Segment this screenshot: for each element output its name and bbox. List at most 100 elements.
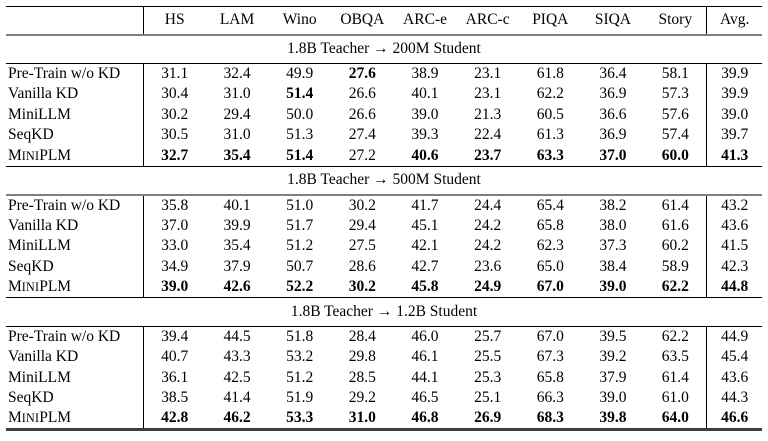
smallcaps-letter: N bbox=[26, 148, 35, 163]
table-row: Vanilla KD 30.4 31.0 51.4 26.6 40.1 23.1 62.2 36… bbox=[6, 84, 762, 105]
section-title-row: 1.8B Teacher → 500M Student bbox=[6, 166, 762, 195]
metric-value-cell: 28.6 bbox=[348, 257, 376, 275]
metric-value-cell: 68.3 bbox=[536, 409, 564, 426]
metric-value-cell: 39.5 bbox=[599, 328, 627, 345]
metric-value-cell: 39.0 bbox=[599, 278, 627, 295]
metric-value-cell: 66.3 bbox=[536, 389, 564, 407]
column-header: Story bbox=[658, 11, 693, 29]
column-header: Wino bbox=[282, 11, 317, 29]
metric-value-cell: 51.2 bbox=[286, 237, 314, 255]
metric-value-cell: 65.0 bbox=[536, 257, 564, 275]
metric-value-cell: 61.4 bbox=[661, 368, 689, 386]
metric-value-cell: 35.8 bbox=[142, 195, 206, 216]
header-empty-label-cell bbox=[6, 7, 143, 35]
metric-value-cell: 39.7 bbox=[706, 125, 762, 146]
smallcaps-letter: I bbox=[34, 280, 40, 294]
metric-value-cell: 58.9 bbox=[661, 257, 689, 275]
metric-value-cell: 38.2 bbox=[599, 196, 627, 214]
metric-value-cell: 36.9 bbox=[599, 85, 627, 103]
metric-value-cell: 36.6 bbox=[599, 105, 627, 123]
method-label: Pre-Train w/o KD bbox=[8, 196, 121, 214]
metric-value-cell: 46.5 bbox=[411, 389, 439, 407]
metric-value-cell: 26.6 bbox=[348, 85, 376, 103]
metric-value-cell: 46.1 bbox=[411, 348, 439, 366]
metric-value-cell: 46.2 bbox=[223, 409, 251, 426]
metric-value-cell: 23.6 bbox=[474, 257, 502, 275]
metric-value-cell: 57.3 bbox=[661, 85, 689, 103]
method-label: MINIPLM bbox=[8, 278, 72, 295]
smallcaps-letter: I bbox=[34, 411, 40, 425]
metric-value-cell: 50.7 bbox=[286, 257, 314, 275]
metric-value-cell: 42.1 bbox=[411, 237, 439, 255]
metric-value-cell: 51.7 bbox=[286, 216, 314, 234]
metric-value-cell: 32.4 bbox=[223, 65, 251, 82]
metric-value-cell: 25.5 bbox=[474, 348, 502, 366]
metric-value-cell: 43.3 bbox=[223, 348, 251, 366]
method-label: MiniLLM bbox=[8, 105, 71, 123]
metric-value-cell: 61.3 bbox=[536, 126, 564, 144]
metric-value-cell: 31.0 bbox=[223, 126, 251, 144]
metric-value-cell: 53.2 bbox=[286, 348, 314, 366]
metric-value-cell: 37.9 bbox=[599, 368, 627, 386]
metric-value-cell: 57.4 bbox=[661, 126, 689, 144]
section-title: 1.8B Teacher → 1.2B Student bbox=[290, 303, 478, 320]
table-row: MiniLLM 36.1 42.5 51.2 28.5 44.1 25.3 65.8 37.9 6… bbox=[6, 367, 762, 388]
column-header: OBQA bbox=[340, 11, 385, 29]
metric-value-cell: 38.4 bbox=[599, 257, 627, 275]
metric-value-cell: 29.4 bbox=[348, 216, 376, 234]
metric-value-cell: 30.2 bbox=[348, 278, 376, 295]
method-label: MiniLLM bbox=[8, 368, 71, 386]
method-label: Pre-Train w/o KD bbox=[8, 328, 121, 345]
metric-value-cell: 62.2 bbox=[661, 278, 689, 295]
metric-value-cell: 50.0 bbox=[286, 105, 314, 123]
metric-value-cell: 36.4 bbox=[599, 65, 627, 82]
column-header: Avg. bbox=[706, 6, 762, 35]
metric-value-cell: 33.0 bbox=[142, 236, 206, 257]
table-header: HS LAM Wino OBQA ARC-e ARC-c PIQA SIQA Story Avg. bbox=[6, 6, 762, 35]
metric-value-cell: 40.6 bbox=[411, 146, 439, 164]
metric-value-cell: 39.8 bbox=[599, 409, 627, 426]
method-label: SeqKD bbox=[8, 126, 54, 144]
table-row: Pre-Train w/o KD 39.4 44.5 51.8 28.4 46.0 25.7… bbox=[6, 326, 762, 347]
metric-value-cell: 37.0 bbox=[599, 146, 627, 164]
metric-value-cell: 45.8 bbox=[411, 278, 439, 295]
metric-value-cell: 25.7 bbox=[474, 328, 502, 345]
results-table: HS LAM Wino OBQA ARC-e ARC-c PIQA SIQA Story Avg.… bbox=[6, 6, 762, 431]
table-row: SeqKD 30.5 31.0 51.3 27.4 39.3 22.4 61.3 36.9 57.… bbox=[6, 125, 762, 146]
metric-value-cell: 34.9 bbox=[142, 256, 206, 277]
metric-value-cell: 39.2 bbox=[599, 348, 627, 366]
metric-value-cell: 39.4 bbox=[142, 326, 206, 347]
metric-value-cell: 22.4 bbox=[474, 126, 502, 144]
metric-value-cell: 44.1 bbox=[411, 368, 439, 386]
metric-value-cell: 28.5 bbox=[348, 368, 376, 386]
method-label: MiniLLM bbox=[8, 237, 71, 255]
metric-value-cell: 49.9 bbox=[286, 65, 314, 82]
metric-value-cell: 27.6 bbox=[348, 65, 376, 82]
metric-value-cell: 42.6 bbox=[223, 278, 251, 295]
metric-value-cell: 21.3 bbox=[474, 105, 502, 123]
metric-value-cell: 51.4 bbox=[286, 85, 314, 103]
metric-value-cell: 51.3 bbox=[286, 126, 314, 144]
metric-value-cell: 46.0 bbox=[411, 328, 439, 345]
metric-value-cell: 45.1 bbox=[411, 216, 439, 234]
metric-value-cell: 63.5 bbox=[661, 348, 689, 366]
metric-value-cell: 65.4 bbox=[536, 196, 564, 214]
metric-value-cell: 44.8 bbox=[706, 277, 762, 298]
metric-value-cell: 35.4 bbox=[223, 146, 251, 164]
metric-value-cell: 39.9 bbox=[223, 216, 251, 234]
metric-value-cell: 39.9 bbox=[706, 84, 762, 105]
metric-value-cell: 65.8 bbox=[536, 368, 564, 386]
metric-value-cell: 24.2 bbox=[474, 216, 502, 234]
table-row: Vanilla KD 37.0 39.9 51.7 29.4 45.1 24.2 65.8 38… bbox=[6, 215, 762, 236]
metric-value-cell: 44.5 bbox=[223, 328, 251, 345]
metric-value-cell: 60.2 bbox=[661, 237, 689, 255]
metric-value-cell: 42.5 bbox=[223, 368, 251, 386]
metric-value-cell: 43.6 bbox=[706, 367, 762, 388]
metric-value-cell: 51.4 bbox=[286, 146, 314, 164]
metric-value-cell: 51.9 bbox=[286, 389, 314, 407]
metric-value-cell: 29.8 bbox=[348, 348, 376, 366]
metric-value-cell: 61.0 bbox=[661, 389, 689, 407]
table-row: MiniLLM 33.0 35.4 51.2 27.5 42.1 24.2 62.3 37.3 6… bbox=[6, 236, 762, 257]
metric-value-cell: 64.0 bbox=[661, 409, 689, 426]
metric-value-cell: 30.5 bbox=[142, 125, 206, 146]
